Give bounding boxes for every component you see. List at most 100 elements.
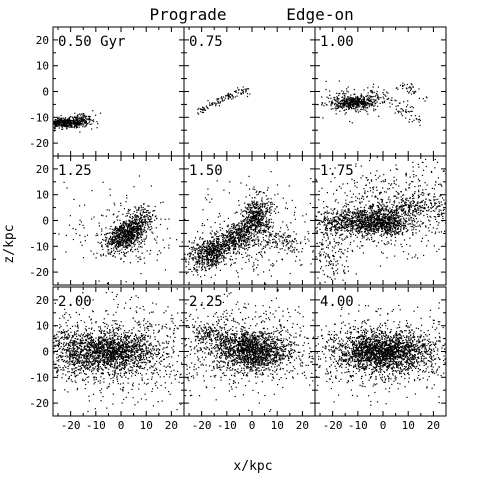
data-point	[240, 237, 242, 239]
data-point	[220, 261, 223, 263]
data-point	[384, 94, 386, 96]
data-point	[53, 122, 55, 124]
data-point	[211, 243, 213, 245]
data-point	[141, 214, 143, 216]
data-point	[82, 257, 85, 259]
data-point	[414, 91, 416, 93]
data-point	[262, 212, 264, 214]
data-point	[252, 239, 254, 241]
data-point	[228, 245, 230, 247]
data-point	[61, 119, 63, 121]
data-point	[88, 119, 90, 121]
data-point	[418, 88, 420, 90]
data-point	[333, 240, 336, 242]
data-point	[362, 219, 364, 221]
data-point	[219, 269, 221, 271]
data-point	[263, 216, 265, 218]
data-point	[97, 234, 99, 236]
data-point	[201, 238, 203, 240]
data-point	[265, 229, 267, 231]
data-point	[201, 108, 203, 110]
data-point	[342, 206, 344, 208]
data-point	[247, 203, 250, 205]
data-point	[118, 235, 120, 237]
data-point	[245, 89, 247, 91]
data-point	[139, 256, 141, 258]
data-point	[369, 95, 371, 97]
data-point	[197, 108, 199, 111]
data-point	[271, 245, 273, 248]
data-point	[125, 230, 127, 233]
data-point	[245, 223, 247, 226]
data-point	[154, 219, 156, 221]
data-point	[352, 107, 354, 109]
data-point	[223, 243, 225, 245]
data-point	[147, 211, 149, 214]
data-point	[255, 204, 257, 206]
data-point	[391, 97, 393, 99]
data-point	[124, 242, 126, 244]
data-point	[229, 227, 231, 230]
data-point	[353, 108, 355, 110]
data-point	[200, 253, 202, 255]
data-point	[411, 110, 413, 112]
data-point	[134, 215, 136, 217]
data-point	[272, 230, 274, 232]
data-point	[229, 237, 231, 239]
data-point	[128, 236, 130, 239]
data-point	[271, 201, 273, 203]
data-point	[215, 249, 217, 251]
data-point	[370, 99, 372, 102]
data-point	[272, 225, 274, 227]
data-point	[57, 122, 59, 124]
data-point	[117, 228, 119, 230]
data-point	[238, 200, 240, 202]
data-point	[365, 103, 367, 105]
data-point	[395, 219, 397, 221]
data-point	[260, 227, 262, 230]
data-point	[360, 219, 362, 221]
data-point	[248, 175, 250, 177]
data-point	[355, 230, 357, 232]
data-point	[253, 233, 255, 235]
data-point	[128, 224, 131, 226]
data-point	[137, 222, 139, 224]
data-point	[237, 250, 239, 252]
data-point	[205, 250, 207, 252]
data-point	[140, 258, 142, 260]
data-point	[349, 102, 351, 104]
data-point	[251, 202, 253, 205]
panel-6-points	[315, 156, 446, 285]
data-point	[286, 226, 289, 228]
data-point	[146, 210, 148, 212]
data-point	[418, 97, 420, 99]
data-point	[242, 239, 244, 241]
data-point	[255, 215, 257, 217]
data-point	[79, 123, 81, 125]
data-point	[405, 227, 407, 229]
data-point	[144, 218, 146, 220]
data-point	[131, 227, 133, 229]
data-point	[323, 217, 325, 219]
data-point	[232, 97, 234, 99]
data-point	[390, 99, 392, 101]
data-point	[361, 237, 363, 239]
data-point	[83, 227, 85, 229]
data-point	[84, 126, 86, 128]
data-point	[219, 245, 222, 247]
data-point	[242, 214, 244, 216]
data-point	[184, 253, 186, 255]
data-point	[212, 265, 214, 267]
data-point	[284, 249, 286, 251]
data-point	[264, 252, 266, 254]
data-point	[222, 244, 224, 246]
data-point	[148, 226, 150, 229]
data-point	[126, 194, 128, 196]
data-point	[255, 213, 257, 216]
data-point	[368, 217, 370, 219]
data-point	[247, 217, 249, 219]
data-point	[261, 219, 263, 222]
data-point	[391, 212, 393, 214]
data-point	[120, 240, 122, 242]
data-point	[129, 231, 131, 233]
